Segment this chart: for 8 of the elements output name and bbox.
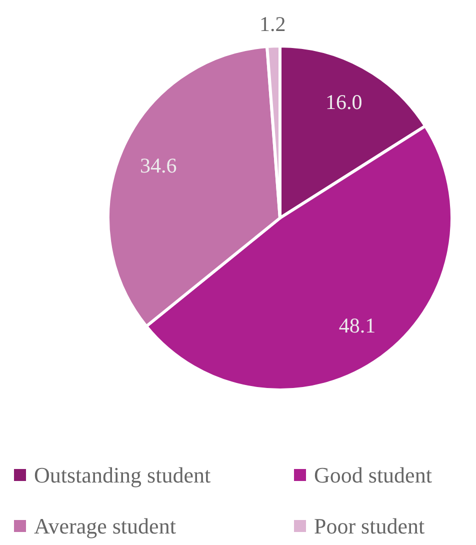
data-label: 34.6 (140, 154, 177, 178)
data-label: 16.0 (325, 90, 362, 114)
legend-label: Poor student (314, 514, 425, 538)
legend-label: Good student (314, 462, 432, 488)
legend-label: Outstanding student (34, 462, 211, 488)
data-label: 48.1 (338, 314, 376, 338)
data-label: 1.2 (260, 12, 286, 36)
legend-label: Average student (34, 514, 176, 538)
